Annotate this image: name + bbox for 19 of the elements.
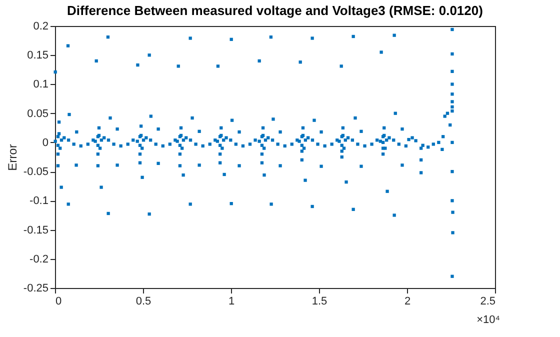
y-tick-label: -0.25: [23, 282, 48, 294]
y-tick-label: 0.15: [27, 50, 48, 62]
x-tick-label: 2.5: [480, 296, 496, 308]
y-tick-label: 0.2: [33, 20, 48, 32]
y-tick-label: -0.1: [30, 195, 48, 208]
y-tick-label: -0.2: [30, 253, 48, 266]
x-tick-label: 0.5: [136, 296, 152, 308]
y-tick-label: -0.05: [23, 166, 48, 178]
y-tick-label: 0.05: [27, 108, 48, 120]
chart-title: Difference Between measured voltage and Voltage3 (RMSE: 0.0120): [67, 3, 483, 18]
x-tick-label: 1: [228, 296, 235, 308]
y-tick-label: 0: [42, 136, 48, 149]
x-tick-label: 1.5: [312, 296, 328, 308]
x-tick-label: 0: [56, 296, 62, 308]
x-tick-label: 2: [404, 296, 411, 308]
y-tick-label: -0.15: [23, 224, 48, 236]
text: ×10⁴: [476, 314, 500, 326]
y-axis-title: Error: [5, 144, 20, 171]
y-tick-label: 0.1: [33, 78, 48, 91]
